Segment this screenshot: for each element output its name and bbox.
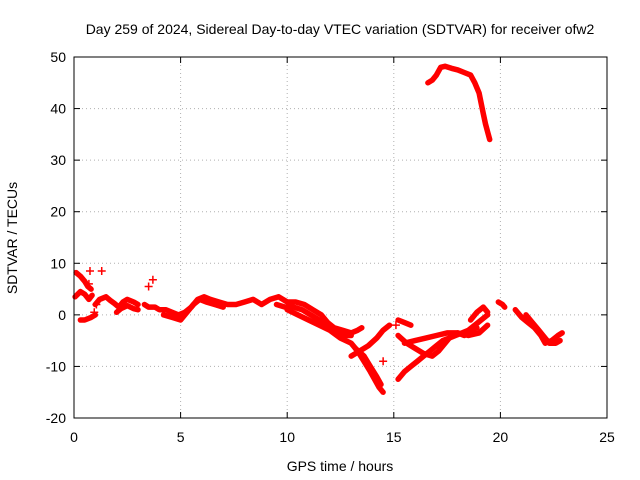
y-tick-label: -20 (46, 410, 66, 426)
x-tick-label: 15 (386, 429, 402, 445)
data-track-12 (395, 317, 414, 328)
data-point (97, 267, 106, 276)
x-tick-label: 10 (279, 429, 295, 445)
data-track-5 (113, 302, 141, 316)
x-tick-labels: 0 5 10 15 20 25 (70, 429, 615, 445)
y-tick-label: 40 (50, 101, 66, 117)
data-point (90, 308, 99, 317)
data-track-3 (77, 312, 99, 323)
data-track-15 (401, 322, 491, 346)
data-track-19 (523, 312, 563, 346)
plot-frame (73, 56, 608, 419)
x-axis-title: GPS time / hours (287, 458, 394, 474)
data-track-16 (467, 304, 491, 323)
grid-layer (74, 57, 607, 418)
scatter-layer (84, 267, 400, 366)
data-track-1 (72, 288, 95, 303)
x-tick-label: 5 (177, 429, 185, 445)
data-point (85, 267, 94, 276)
y-tick-label: 50 (50, 49, 66, 65)
data-track-9 (284, 306, 386, 395)
series-layer (72, 63, 565, 395)
data-point (148, 275, 157, 284)
x-tick-label: 0 (70, 429, 78, 445)
data-track-7 (160, 296, 226, 323)
x-tick-label: 25 (599, 429, 615, 445)
data-track-20 (425, 63, 493, 143)
y-axis-title: SDTVAR / TECUs (4, 182, 20, 294)
y-tick-label: 30 (50, 152, 66, 168)
y-tick-labels: -20 -10 0 10 20 30 40 50 (46, 49, 66, 426)
y-tick-label: 20 (50, 204, 66, 220)
y-tick-label: 0 (58, 307, 66, 323)
data-point (92, 300, 101, 309)
data-point (84, 279, 93, 288)
data-point (379, 357, 388, 366)
data-point (391, 321, 400, 330)
y-tick-label: -10 (46, 358, 66, 374)
data-track-6 (141, 294, 365, 336)
data-track-4 (92, 294, 141, 310)
y-tick-label: 10 (50, 255, 66, 271)
chart-title: Day 259 of 2024, Sidereal Day-to-day VTE… (86, 21, 595, 37)
data-point (144, 282, 153, 291)
x-tick-label: 20 (493, 429, 509, 445)
data-track-17 (495, 299, 508, 310)
data-track-11 (352, 345, 384, 388)
ticks-layer (73, 56, 608, 419)
